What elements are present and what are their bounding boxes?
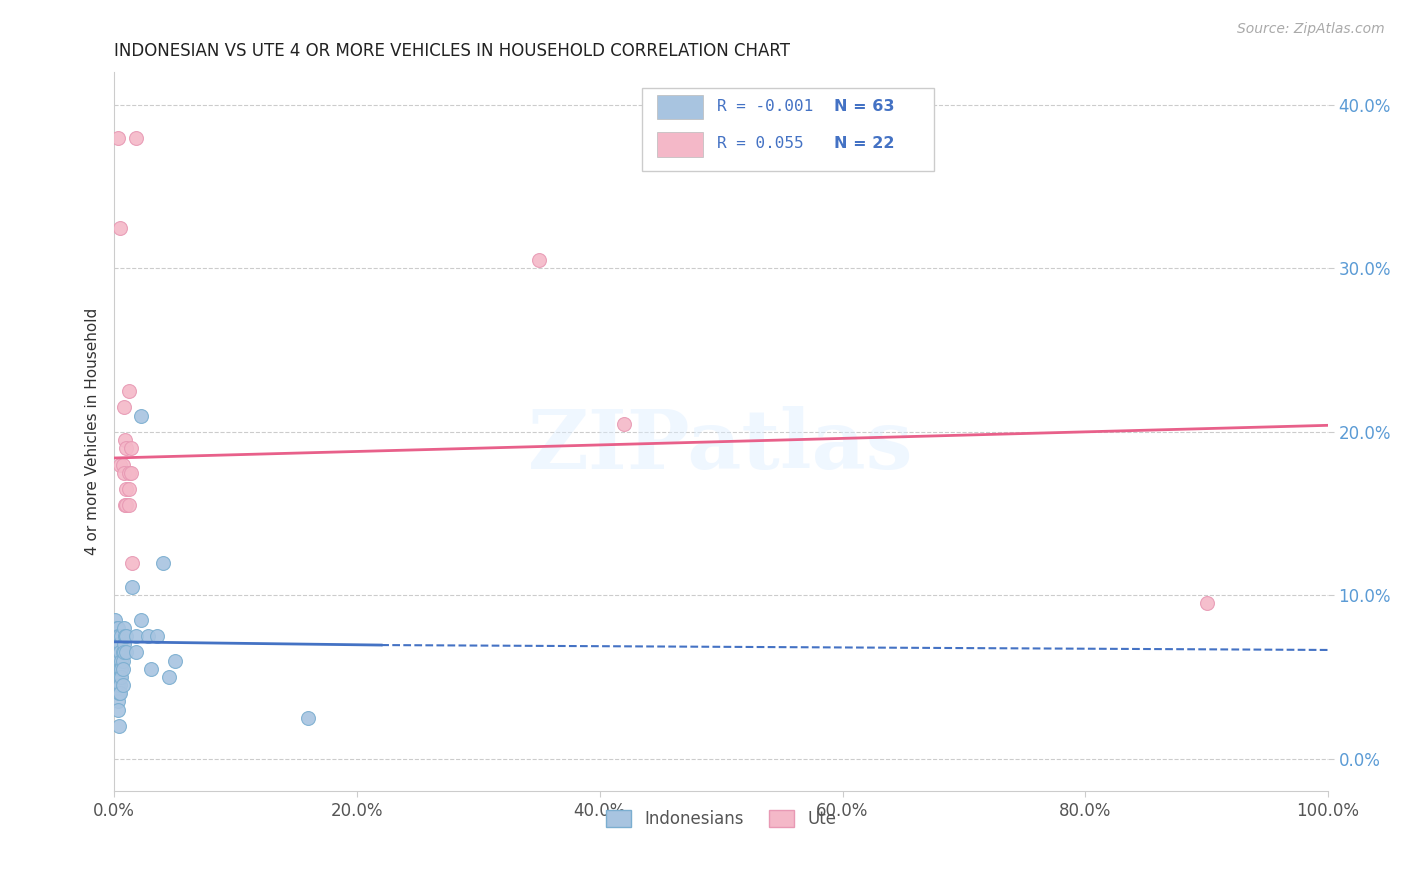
Point — [129, 613, 152, 627]
Point — [110, 670, 132, 684]
Point — [1195, 596, 1218, 610]
Point — [118, 466, 141, 480]
Point — [107, 662, 129, 676]
Point — [110, 458, 132, 472]
Point — [105, 645, 128, 659]
Point — [527, 253, 550, 268]
Point — [114, 433, 136, 447]
Point — [111, 654, 134, 668]
Point — [129, 409, 152, 423]
Point — [110, 645, 132, 659]
Point — [110, 654, 132, 668]
Point — [121, 556, 143, 570]
Point — [115, 645, 138, 659]
Point — [108, 645, 131, 659]
Point — [105, 637, 128, 651]
Point — [104, 645, 127, 659]
Point — [120, 466, 142, 480]
Point — [139, 662, 162, 676]
Point — [107, 130, 129, 145]
Point — [112, 621, 135, 635]
Point — [105, 654, 128, 668]
Point — [112, 637, 135, 651]
Point — [111, 678, 134, 692]
Point — [105, 678, 128, 692]
Point — [105, 629, 128, 643]
Point — [110, 686, 132, 700]
Point — [108, 629, 131, 643]
Point — [111, 645, 134, 659]
Point — [107, 629, 129, 643]
Point — [118, 499, 141, 513]
Bar — [657, 95, 703, 120]
Point — [107, 654, 129, 668]
Point — [108, 719, 131, 733]
Point — [125, 130, 148, 145]
Y-axis label: 4 or more Vehicles in Household: 4 or more Vehicles in Household — [86, 309, 100, 556]
Text: R = 0.055: R = 0.055 — [717, 136, 804, 151]
Point — [125, 645, 148, 659]
Point — [107, 703, 129, 717]
Legend: Indonesians, Ute: Indonesians, Ute — [599, 803, 842, 835]
Point — [120, 441, 142, 455]
Point — [114, 629, 136, 643]
Point — [110, 220, 132, 235]
Point — [107, 637, 129, 651]
Point — [112, 645, 135, 659]
Point — [115, 441, 138, 455]
Point — [118, 384, 141, 398]
Point — [104, 637, 127, 651]
Point — [107, 694, 129, 708]
Point — [107, 621, 129, 635]
Point — [108, 637, 131, 651]
Point — [115, 482, 138, 496]
Point — [110, 662, 132, 676]
Point — [105, 662, 128, 676]
Point — [163, 654, 186, 668]
Point — [115, 499, 138, 513]
Bar — [657, 132, 703, 156]
Text: N = 63: N = 63 — [834, 99, 894, 113]
Point — [110, 662, 132, 676]
Point — [121, 580, 143, 594]
Point — [108, 686, 131, 700]
Point — [110, 678, 132, 692]
Point — [110, 637, 132, 651]
Point — [157, 670, 180, 684]
Point — [104, 613, 127, 627]
Text: INDONESIAN VS UTE 4 OR MORE VEHICLES IN HOUSEHOLD CORRELATION CHART: INDONESIAN VS UTE 4 OR MORE VEHICLES IN … — [114, 42, 790, 60]
Point — [613, 417, 636, 431]
Point — [105, 621, 128, 635]
FancyBboxPatch shape — [643, 88, 934, 171]
Point — [104, 629, 127, 643]
Point — [108, 654, 131, 668]
Point — [111, 458, 134, 472]
Text: ZIPatlas: ZIPatlas — [529, 406, 914, 486]
Text: R = -0.001: R = -0.001 — [717, 99, 814, 113]
Point — [107, 645, 129, 659]
Point — [107, 670, 129, 684]
Text: N = 22: N = 22 — [834, 136, 894, 151]
Point — [107, 686, 129, 700]
Point — [110, 629, 132, 643]
Point — [112, 466, 135, 480]
Point — [115, 629, 138, 643]
Point — [114, 499, 136, 513]
Point — [125, 629, 148, 643]
Point — [152, 556, 174, 570]
Point — [111, 662, 134, 676]
Point — [105, 670, 128, 684]
Point — [108, 670, 131, 684]
Point — [107, 678, 129, 692]
Point — [145, 629, 167, 643]
Point — [297, 711, 319, 725]
Text: Source: ZipAtlas.com: Source: ZipAtlas.com — [1237, 22, 1385, 37]
Point — [110, 670, 132, 684]
Point — [118, 482, 141, 496]
Point — [136, 629, 159, 643]
Point — [112, 401, 135, 415]
Point — [108, 662, 131, 676]
